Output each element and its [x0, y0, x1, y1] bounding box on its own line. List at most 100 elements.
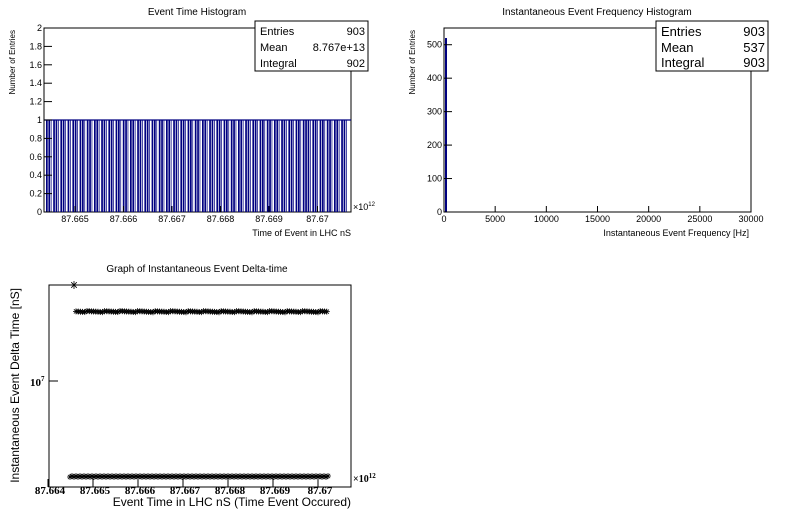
histogram-bar — [238, 120, 240, 212]
x-tick-label: 20000 — [636, 214, 661, 224]
histogram-bar — [221, 120, 222, 212]
histogram-bar — [216, 120, 219, 212]
histogram-bar — [233, 120, 235, 212]
histogram-bar — [110, 120, 113, 212]
x-tick-label: 87.665 — [80, 485, 111, 497]
histogram-bar — [96, 120, 99, 212]
histogram-bar — [166, 120, 168, 212]
chart3-y-tick-label: 107 — [30, 375, 45, 389]
chart2-stat-label: Entries — [661, 24, 702, 39]
histogram-bar — [326, 120, 329, 212]
chart1-xlabel: Time of Event in LHC nS — [252, 228, 351, 238]
chart3-frame — [48, 284, 352, 488]
histogram-bar — [55, 120, 58, 212]
chart1-ylabel: Number of Entries — [8, 30, 17, 94]
histogram-bar — [445, 38, 447, 212]
chart1-stat-value: 902 — [347, 58, 365, 70]
x-tick-label: 0 — [441, 214, 446, 224]
y-tick-label: 400 — [427, 73, 442, 83]
histogram-bar — [156, 120, 158, 212]
histogram-bar — [298, 120, 300, 212]
histogram-bar — [346, 120, 347, 212]
y-tick-label: 0 — [437, 207, 442, 217]
histogram-bar — [290, 120, 293, 212]
y-tick-label: 1.4 — [29, 78, 42, 88]
x-tick-label: 10000 — [534, 214, 559, 224]
histogram-bar — [336, 120, 339, 212]
chart1-stat-label: Entries — [260, 26, 295, 38]
histogram-bar — [58, 120, 59, 212]
y-tick-label: 1.6 — [29, 60, 42, 70]
x-tick-label: 87.669 — [260, 485, 291, 497]
histogram-bar — [118, 120, 120, 212]
x-tick-label: 87.667 — [158, 214, 186, 224]
x-tick-label: 30000 — [738, 214, 763, 224]
histogram-bar — [192, 120, 194, 212]
histogram-bar — [103, 120, 106, 212]
data-point — [132, 309, 139, 316]
histogram-bar — [206, 120, 208, 212]
histogram-bar — [161, 120, 163, 212]
histogram-bar — [144, 120, 147, 212]
histogram-bar — [77, 120, 78, 212]
histogram-bar — [204, 120, 207, 212]
histogram-bar — [120, 120, 122, 212]
histogram-bar — [252, 120, 255, 212]
histogram-bar — [317, 120, 318, 212]
chart1-stat-value: 8.767e+13 — [313, 42, 365, 54]
histogram-bar — [98, 120, 100, 212]
histogram-bar — [122, 120, 125, 212]
chart2-stat-label: Mean — [661, 40, 694, 55]
histogram-bar — [132, 120, 135, 212]
histogram-bar — [185, 120, 186, 212]
histogram-bar — [245, 120, 247, 212]
histogram-bar — [130, 120, 132, 212]
histogram-bar — [190, 120, 192, 212]
histogram-bar — [314, 120, 317, 212]
histogram-bar — [240, 120, 243, 212]
histogram-bar — [271, 120, 273, 212]
x-tick-label: 87.666 — [110, 214, 138, 224]
histogram-bar — [293, 120, 294, 212]
histogram-bar — [46, 120, 48, 212]
chart3-title: Graph of Instantaneous Event Delta-time — [106, 264, 288, 275]
chart1-stat-value: 903 — [347, 26, 365, 38]
histogram-bar — [324, 120, 326, 212]
chart2-ylabel: Number of Entries — [408, 30, 417, 94]
histogram-bar — [322, 120, 324, 212]
histogram-bar — [247, 120, 250, 212]
histogram-bar — [250, 120, 251, 212]
histogram-bar — [86, 120, 89, 212]
histogram-bar — [137, 120, 139, 212]
histogram-bar — [67, 120, 70, 212]
histogram-bar — [48, 120, 51, 212]
data-point — [285, 473, 291, 479]
chart1-stat-label: Integral — [260, 58, 297, 70]
histogram-bar — [79, 120, 82, 212]
histogram-bar — [173, 120, 175, 212]
histogram-bar — [242, 120, 244, 212]
chart2-stat-value: 537 — [743, 40, 765, 55]
histogram-bar — [127, 120, 129, 212]
y-tick-label: 300 — [427, 107, 442, 117]
histogram-bar — [302, 120, 305, 212]
y-tick-label: 1.2 — [29, 97, 42, 107]
histogram-bar — [276, 120, 279, 212]
histogram-bar — [209, 120, 211, 212]
histogram-bar — [175, 120, 178, 212]
histogram-bar — [50, 120, 52, 212]
histogram-bar — [307, 120, 310, 212]
histogram-bar — [226, 120, 228, 212]
data-point — [189, 473, 195, 479]
chart1-bars — [44, 119, 351, 212]
histogram-bar — [182, 120, 185, 212]
histogram-bar — [72, 120, 75, 212]
x-tick-label: 87.666 — [125, 485, 156, 497]
histogram-bar — [338, 120, 340, 212]
chart3-xlabel: Event Time in LHC nS (Time Event Occured… — [113, 495, 351, 509]
histogram-bar — [197, 120, 199, 212]
histogram-bar — [125, 120, 127, 212]
data-point — [141, 473, 147, 479]
y-tick-label: 0.4 — [29, 170, 42, 180]
histogram-bar — [331, 120, 333, 212]
